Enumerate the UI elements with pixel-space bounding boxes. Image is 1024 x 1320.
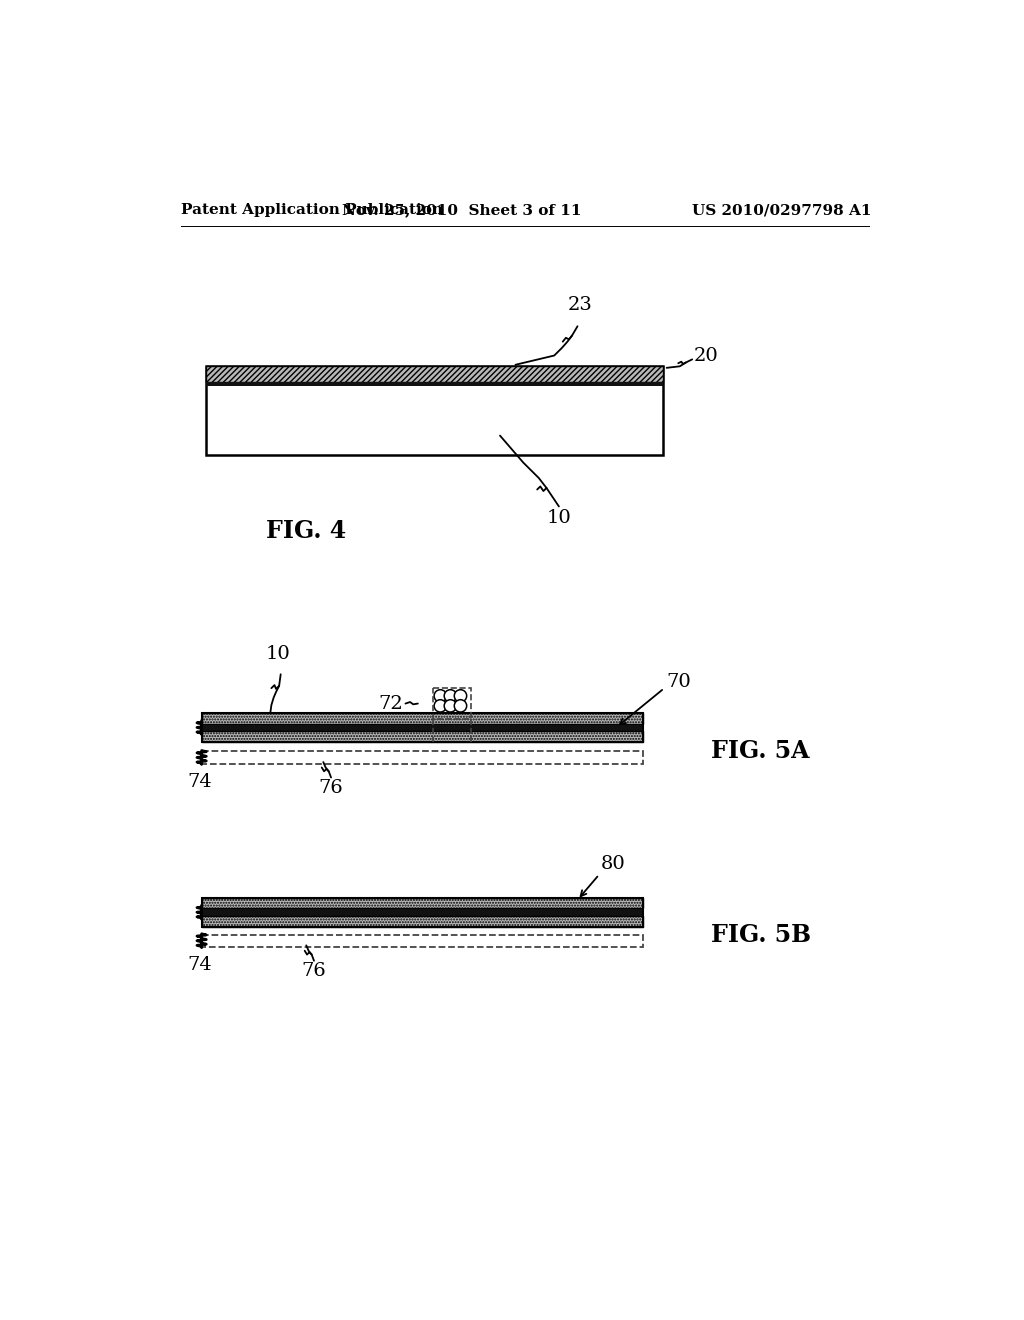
Text: 74: 74 bbox=[187, 956, 212, 974]
Text: Patent Application Publication: Patent Application Publication bbox=[180, 203, 442, 216]
Text: 74: 74 bbox=[187, 774, 212, 791]
Bar bbox=[202, 731, 643, 742]
Text: US 2010/0297798 A1: US 2010/0297798 A1 bbox=[692, 203, 872, 216]
Bar bbox=[206, 381, 663, 385]
Bar bbox=[432, 688, 471, 719]
Circle shape bbox=[434, 689, 446, 702]
Text: 70: 70 bbox=[667, 673, 691, 690]
Text: 80: 80 bbox=[601, 855, 626, 873]
Bar bbox=[202, 898, 643, 927]
Text: FIG. 4: FIG. 4 bbox=[266, 519, 346, 543]
Bar bbox=[202, 713, 643, 742]
Text: 76: 76 bbox=[302, 962, 327, 981]
Circle shape bbox=[455, 700, 467, 711]
Text: FIG. 5A: FIG. 5A bbox=[711, 739, 809, 763]
Bar bbox=[206, 367, 663, 455]
Bar bbox=[202, 908, 643, 916]
Bar bbox=[202, 751, 643, 763]
Text: Nov. 25, 2010  Sheet 3 of 11: Nov. 25, 2010 Sheet 3 of 11 bbox=[341, 203, 581, 216]
Text: 23: 23 bbox=[567, 296, 592, 314]
Text: 10: 10 bbox=[547, 508, 571, 527]
Text: 20: 20 bbox=[693, 347, 719, 366]
Bar bbox=[202, 898, 643, 908]
Circle shape bbox=[455, 689, 467, 702]
Text: 72: 72 bbox=[379, 694, 403, 713]
Text: 76: 76 bbox=[318, 779, 343, 797]
Bar bbox=[202, 935, 643, 946]
Circle shape bbox=[434, 700, 446, 711]
Circle shape bbox=[444, 689, 457, 702]
Bar bbox=[202, 723, 643, 731]
Text: 10: 10 bbox=[265, 644, 290, 663]
Bar bbox=[202, 713, 643, 723]
Circle shape bbox=[444, 700, 457, 711]
Bar bbox=[202, 916, 643, 927]
Bar bbox=[206, 367, 663, 381]
Text: FIG. 5B: FIG. 5B bbox=[711, 923, 811, 946]
